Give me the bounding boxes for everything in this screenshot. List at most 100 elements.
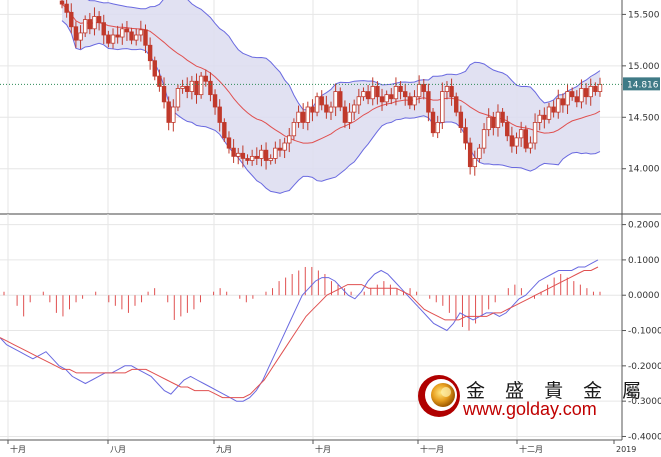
candle-body xyxy=(542,114,547,120)
candle-body xyxy=(333,91,338,108)
candle-body xyxy=(319,96,324,106)
macd-panel-grid xyxy=(0,214,622,440)
time-tick-label: 十一月 xyxy=(420,444,444,454)
candle-body xyxy=(500,111,505,123)
candle-body xyxy=(384,94,389,103)
price-axis-ticks: 15.500 15.000 14.500 14.000 xyxy=(622,10,660,175)
candle-body xyxy=(546,106,552,120)
candle-body xyxy=(458,111,464,128)
price-tick-label: 15.500 xyxy=(628,10,660,20)
candle-body xyxy=(231,147,236,157)
signal-line xyxy=(0,266,599,399)
candlestick-series xyxy=(59,0,603,176)
logo-url: www.golday.com xyxy=(463,399,597,419)
candle-body xyxy=(528,142,533,149)
candle-body xyxy=(440,91,445,123)
candle-body xyxy=(588,86,593,98)
candle-body xyxy=(217,106,222,123)
candle-body xyxy=(143,29,148,46)
candle-body xyxy=(430,111,436,134)
candle-body xyxy=(249,155,255,161)
candle-body xyxy=(282,142,287,151)
candle-body xyxy=(189,80,195,92)
candle-body xyxy=(435,122,440,134)
last-price-badge: 14.816 xyxy=(623,77,660,91)
candle-body xyxy=(370,86,375,100)
candle-body xyxy=(509,135,515,147)
candle-body xyxy=(310,106,315,113)
candle-body xyxy=(203,75,208,82)
candle-body xyxy=(226,137,232,149)
time-tick-label: 2019 xyxy=(616,445,636,454)
candle-body xyxy=(514,137,519,147)
candle-body xyxy=(583,88,589,98)
candle-body xyxy=(491,116,496,128)
candle-body xyxy=(185,86,190,92)
macd-histogram xyxy=(3,266,601,331)
candle-body xyxy=(569,91,575,98)
candle-body xyxy=(342,106,348,123)
bollinger-upper-line xyxy=(87,0,601,111)
candle-body xyxy=(495,111,501,128)
candle-body xyxy=(328,106,334,113)
golday-logo-icon xyxy=(418,375,460,417)
candle-body xyxy=(416,83,422,98)
candle-body xyxy=(175,88,181,108)
bollinger-band-fill xyxy=(62,0,600,194)
candle-body xyxy=(198,75,204,96)
candle-body xyxy=(449,86,454,98)
candle-body xyxy=(124,28,130,33)
macd-line xyxy=(0,259,599,402)
price-tick-label: 15.000 xyxy=(628,62,660,72)
candle-body xyxy=(287,135,292,144)
price-tick-label: 14.500 xyxy=(628,113,660,123)
candle-body xyxy=(87,19,93,30)
candle-body xyxy=(166,101,171,123)
candle-body xyxy=(537,114,542,123)
time-tick-label: 十二月 xyxy=(519,444,543,454)
candle-body xyxy=(314,96,320,113)
candle-body xyxy=(152,60,157,77)
macd-tick-label: 0.0000 xyxy=(628,291,660,301)
candle-body xyxy=(96,16,102,24)
candle-body xyxy=(134,34,139,41)
candle-body xyxy=(421,83,426,92)
candle-body xyxy=(356,96,362,106)
candle-body xyxy=(222,122,227,139)
candle-body xyxy=(403,91,408,98)
candle-body xyxy=(463,127,468,144)
time-tick-label: 十月 xyxy=(10,444,26,454)
candle-body xyxy=(560,98,566,106)
candle-body xyxy=(338,91,343,108)
candle-body xyxy=(574,96,580,103)
candle-body xyxy=(245,158,250,161)
candle-body xyxy=(486,116,491,131)
candle-body xyxy=(268,158,273,161)
candle-body xyxy=(593,86,598,92)
candle-body xyxy=(412,96,417,106)
candle-body xyxy=(472,158,477,168)
candle-body xyxy=(407,96,413,106)
candle-body xyxy=(551,106,556,113)
candle-body xyxy=(477,147,482,159)
candle-body xyxy=(389,94,394,100)
macd-axis-ticks: 0.2000 0.1000 0.0000 -0.1000 -0.2000 -0.3000 -… xyxy=(622,221,661,442)
candle-body xyxy=(467,142,473,168)
time-axis-ticks: 十月 八月 九月 十月 十一月 十二月 2019 xyxy=(7,440,636,454)
candle-body xyxy=(254,155,259,159)
macd-tick-label: 0.1000 xyxy=(628,256,660,266)
last-price-label: 14.816 xyxy=(627,80,659,90)
candle-body xyxy=(59,0,65,5)
candle-body xyxy=(110,34,116,44)
candle-body xyxy=(379,96,385,103)
candle-body xyxy=(240,152,246,159)
candle-body xyxy=(82,19,88,34)
candle-body xyxy=(129,31,134,41)
candle-body xyxy=(300,111,306,123)
macd-tick-label: -0.2000 xyxy=(628,362,661,372)
moving-average-line xyxy=(61,3,601,144)
candle-body xyxy=(291,122,297,137)
time-tick-label: 九月 xyxy=(216,445,232,454)
candle-body xyxy=(147,44,153,62)
